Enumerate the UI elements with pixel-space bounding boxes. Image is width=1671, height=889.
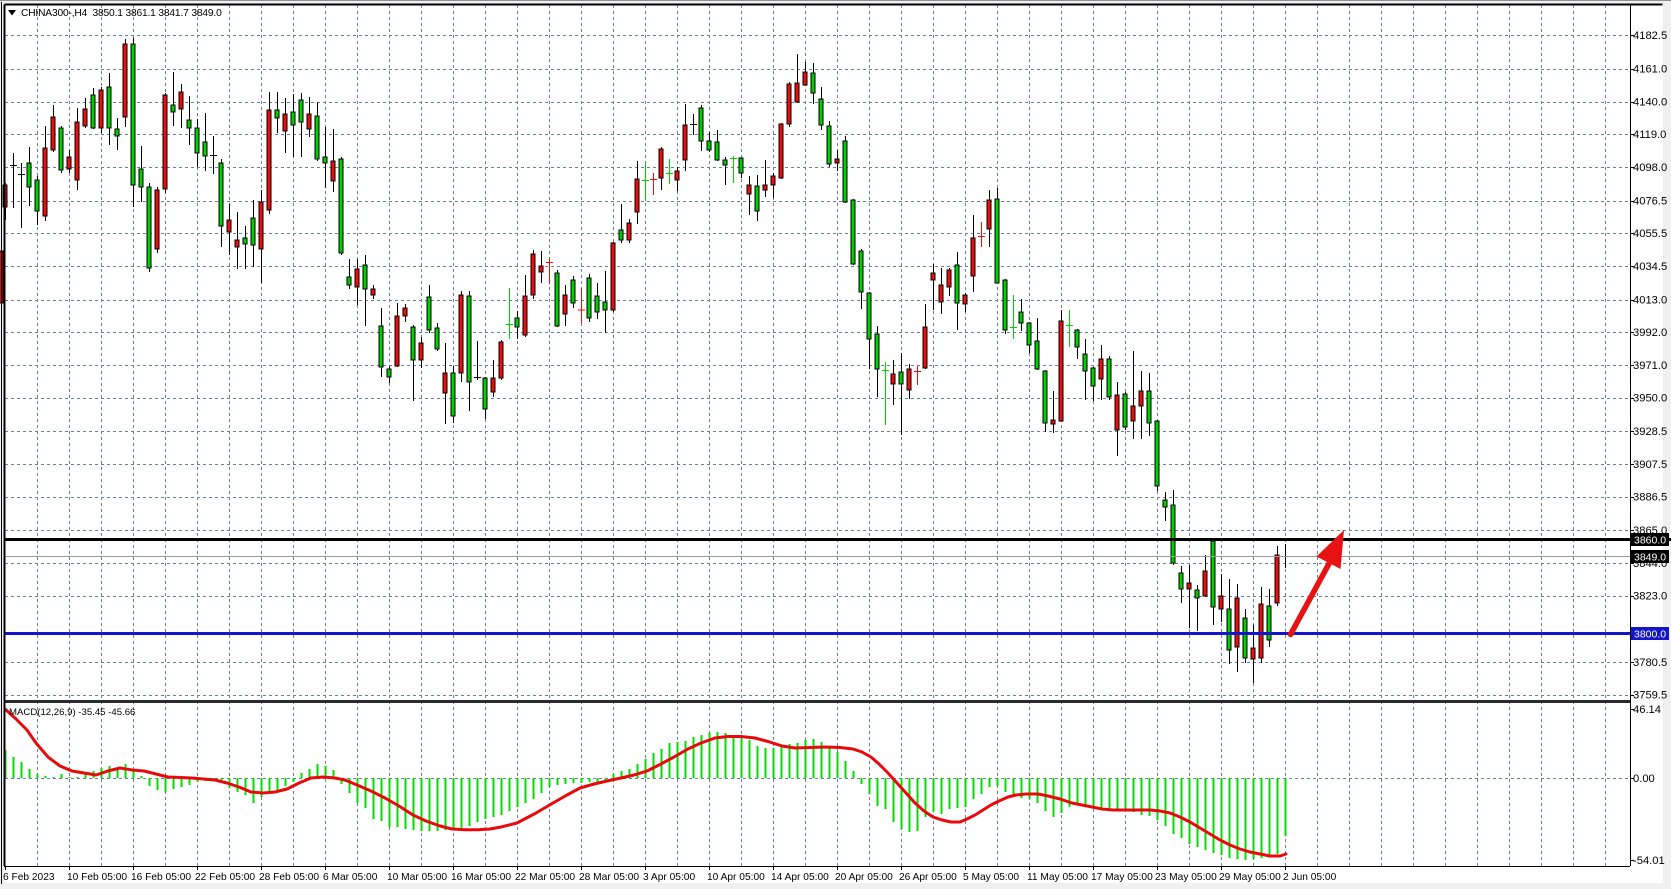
svg-text:0.00: 0.00 (1633, 773, 1655, 785)
svg-text:10 Apr 05:00: 10 Apr 05:00 (707, 872, 765, 883)
svg-text:MACD(12,26,9) -35.45 -45.66: MACD(12,26,9) -35.45 -45.66 (9, 707, 135, 718)
svg-text:10 Mar 05:00: 10 Mar 05:00 (387, 872, 447, 883)
svg-text:3 Apr 05:00: 3 Apr 05:00 (643, 872, 695, 883)
svg-text:17 May 05:00: 17 May 05:00 (1091, 872, 1153, 883)
svg-text:4161.0: 4161.0 (1633, 64, 1667, 76)
svg-text:3780.5: 3780.5 (1633, 657, 1667, 669)
svg-text:4076.5: 4076.5 (1633, 195, 1667, 207)
svg-text:23 May 05:00: 23 May 05:00 (1155, 872, 1217, 883)
svg-text:26 Apr 05:00: 26 Apr 05:00 (899, 872, 957, 883)
svg-text:14 Apr 05:00: 14 Apr 05:00 (771, 872, 829, 883)
svg-text:11 May 05:00: 11 May 05:00 (1027, 872, 1088, 883)
svg-text:4034.5: 4034.5 (1633, 261, 1667, 273)
svg-text:20 Apr 05:00: 20 Apr 05:00 (835, 872, 893, 883)
svg-text:3759.5: 3759.5 (1633, 690, 1667, 702)
svg-text:4055.5: 4055.5 (1633, 228, 1667, 240)
svg-text:2 Jun 05:00: 2 Jun 05:00 (1283, 872, 1337, 883)
svg-text:3800.0: 3800.0 (1634, 628, 1666, 640)
svg-text:3907.5: 3907.5 (1633, 459, 1667, 471)
svg-text:CHINA300-,H4 3850.1 3861.1 38: CHINA300-,H4 3850.1 3861.1 3841.7 3849.0 (21, 8, 222, 19)
svg-text:28 Feb 05:00: 28 Feb 05:00 (259, 872, 319, 883)
svg-text:4140.0: 4140.0 (1633, 96, 1667, 108)
svg-text:3950.0: 3950.0 (1633, 393, 1667, 405)
svg-text:5 May 05:00: 5 May 05:00 (963, 872, 1019, 883)
svg-text:3992.0: 3992.0 (1633, 327, 1667, 339)
svg-text:3971.0: 3971.0 (1633, 360, 1667, 372)
svg-text:6 Mar 05:00: 6 Mar 05:00 (323, 872, 378, 883)
svg-text:4013.0: 4013.0 (1633, 294, 1667, 306)
svg-text:3928.5: 3928.5 (1633, 426, 1667, 438)
svg-text:-54.01: -54.01 (1633, 855, 1665, 867)
svg-text:4182.5: 4182.5 (1633, 30, 1667, 42)
svg-text:3860.0: 3860.0 (1634, 534, 1666, 546)
svg-text:10 Feb 05:00: 10 Feb 05:00 (67, 872, 127, 883)
svg-text:29 May 05:00: 29 May 05:00 (1219, 872, 1281, 883)
svg-text:4098.0: 4098.0 (1633, 162, 1667, 174)
svg-text:4119.0: 4119.0 (1633, 129, 1666, 141)
svg-text:16 Mar 05:00: 16 Mar 05:00 (451, 872, 511, 883)
svg-text:46.14: 46.14 (1633, 704, 1661, 716)
svg-text:3886.5: 3886.5 (1633, 492, 1667, 504)
svg-text:6 Feb 2023: 6 Feb 2023 (3, 872, 55, 883)
svg-text:3823.0: 3823.0 (1633, 591, 1667, 603)
svg-text:28 Mar 05:00: 28 Mar 05:00 (579, 872, 639, 883)
svg-text:22 Feb 05:00: 22 Feb 05:00 (195, 872, 255, 883)
svg-text:22 Mar 05:00: 22 Mar 05:00 (515, 872, 575, 883)
svg-text:3849.0: 3849.0 (1634, 551, 1666, 563)
svg-text:16 Feb 05:00: 16 Feb 05:00 (131, 872, 191, 883)
